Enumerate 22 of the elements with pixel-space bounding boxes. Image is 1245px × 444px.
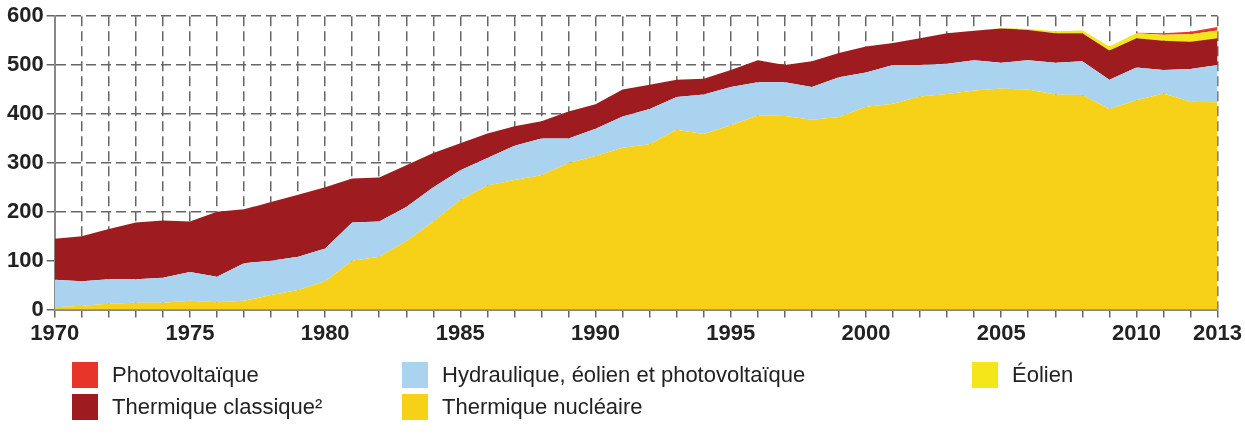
x-tick-label: 2013	[1193, 319, 1243, 345]
legend-label: Photovoltaïque	[112, 362, 259, 388]
legend-label: Thermique classique²	[112, 394, 323, 420]
y-tick-label: 100	[6, 246, 44, 272]
legend-label: Éolien	[1012, 362, 1074, 388]
x-tick-label: 1990	[571, 319, 621, 345]
x-tick-label: 1970	[30, 319, 80, 345]
x-tick-label: 2010	[1111, 319, 1161, 345]
y-tick-label: 300	[6, 148, 44, 174]
x-tick-label: 1980	[300, 319, 350, 345]
x-tick-label: 2000	[841, 319, 891, 345]
y-tick-label: 400	[6, 100, 44, 126]
y-tick-label: 0	[31, 295, 44, 321]
x-tick-label: 1995	[706, 319, 756, 345]
y-tick-label: 600	[6, 2, 44, 28]
x-tick-label: 2005	[976, 319, 1026, 345]
legend-label: Hydraulique, éolien et photovoltaïque	[442, 362, 806, 388]
x-tick-label: 1975	[165, 319, 215, 345]
x-tick-label: 1985	[435, 319, 485, 345]
legend-label: Thermique nucléaire	[442, 394, 643, 420]
y-tick-label: 500	[6, 51, 44, 77]
y-tick-label: 200	[6, 197, 44, 223]
